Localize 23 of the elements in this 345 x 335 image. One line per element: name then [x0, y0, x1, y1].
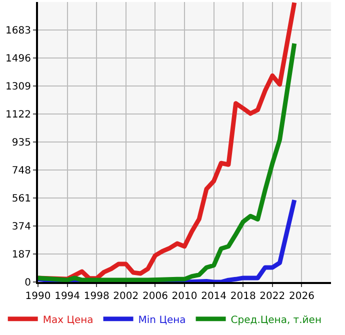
y-tick-label: 1496	[6, 54, 31, 64]
x-tick-label: 2002	[113, 291, 139, 302]
y-tick-label: 1309	[6, 82, 31, 92]
x-tick-label: 2022	[260, 291, 286, 302]
y-tick-label: 1683	[6, 26, 31, 36]
y-tick-label: 748	[12, 166, 31, 176]
x-tick-label: 1998	[84, 291, 110, 302]
y-tick-label: 935	[12, 138, 31, 148]
legend-label: Сред.Цена, т.йен	[230, 314, 322, 326]
x-tick-label: 2018	[230, 291, 256, 302]
x-tick-label: 2014	[201, 291, 227, 302]
y-tick-label: 1122	[6, 110, 31, 120]
y-tick-label: 374	[12, 222, 31, 232]
x-tick-label: 2026	[288, 291, 314, 302]
x-tick-label: 2006	[142, 291, 168, 302]
legend-label: Min Цена	[138, 314, 186, 326]
x-tick-label: 2010	[172, 291, 198, 302]
legend-label: Max Цена	[42, 314, 94, 326]
y-tick-label: 187	[12, 250, 31, 260]
x-tick-label: 1994	[54, 291, 80, 302]
y-tick-label: 0	[24, 278, 31, 288]
x-tick-label: 1990	[25, 291, 51, 302]
y-tick-label: 561	[12, 194, 31, 204]
